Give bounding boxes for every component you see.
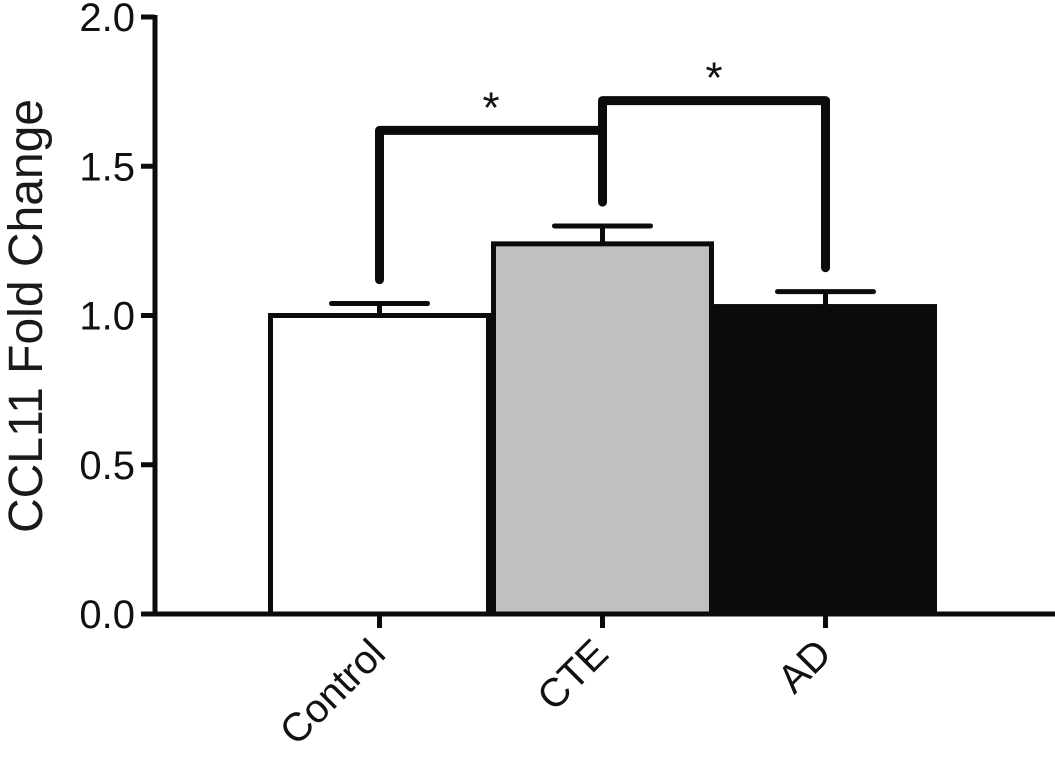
x-tick-label-cte: CTE [529,631,617,719]
plot-area: 0.0 0.5 1.0 1.5 2.0 Control CTE AD * * [79,0,1055,754]
bar-cte [491,241,714,617]
y-tick-label: 2.0 [79,0,135,40]
x-tick-label-control: Control [272,631,394,753]
y-tick-label: 1.5 [79,145,135,189]
significance-bracket [598,96,830,273]
y-tick-label: 1.0 [79,295,135,339]
bar-control [268,313,491,617]
y-tick-label: 0.0 [79,593,135,637]
significance-star: * [482,83,499,132]
bar-ad [714,304,937,617]
significance-star: * [705,54,722,103]
y-tick-label: 0.5 [79,444,135,488]
x-tick-label-ad: AD [769,631,839,701]
y-axis-title: CCL11 Fold Change [0,99,53,533]
